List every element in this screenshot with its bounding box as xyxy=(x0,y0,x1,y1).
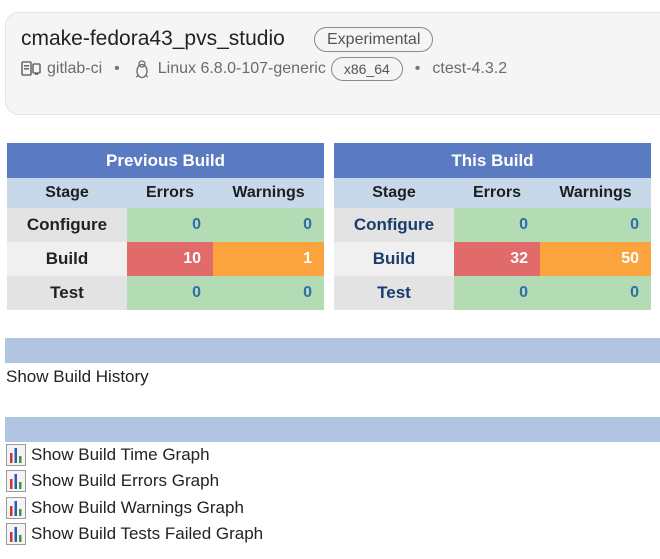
table-row: Build 32 50 xyxy=(334,242,651,276)
col-errors: Errors xyxy=(127,178,213,208)
os-name: Linux 6.8.0-107-generic xyxy=(157,60,326,77)
bar-chart-icon xyxy=(6,444,26,466)
stage-build: Build xyxy=(7,242,127,276)
history-section-bar xyxy=(5,338,660,363)
build-name: cmake-fedora43_pvs_studio xyxy=(21,27,285,50)
configure-warnings[interactable]: 0 xyxy=(540,208,651,242)
build-warnings[interactable]: 50 xyxy=(540,242,651,276)
build-warnings[interactable]: 1 xyxy=(213,242,324,276)
group-badge: Experimental xyxy=(314,27,434,52)
show-build-history-link[interactable]: Show Build History xyxy=(6,367,149,386)
col-stage: Stage xyxy=(334,178,454,208)
stage-build-link[interactable]: Build xyxy=(334,242,454,276)
configure-errors[interactable]: 0 xyxy=(454,208,540,242)
table-row: Configure 0 0 xyxy=(7,208,324,242)
build-time-graph-link[interactable]: Show Build Time Graph xyxy=(6,443,210,467)
col-stage: Stage xyxy=(7,178,127,208)
test-errors[interactable]: 0 xyxy=(127,276,213,310)
graph-label: Show Build Errors Graph xyxy=(31,471,220,490)
bar-chart-icon xyxy=(6,497,26,519)
linux-penguin-icon xyxy=(132,59,152,79)
separator-dot: • xyxy=(414,60,421,77)
build-meta-row: gitlab-ci • Linux 6.8.0-107-generic x86_… xyxy=(21,56,507,82)
graph-label: Show Build Tests Failed Graph xyxy=(31,524,264,543)
previous-build-title: Previous Build xyxy=(7,143,324,178)
build-errors-graph-link[interactable]: Show Build Errors Graph xyxy=(6,469,219,493)
build-warnings-graph-link[interactable]: Show Build Warnings Graph xyxy=(6,496,244,520)
build-errors[interactable]: 32 xyxy=(454,242,540,276)
bar-chart-icon xyxy=(6,470,26,492)
stage-configure-link[interactable]: Configure xyxy=(334,208,454,242)
configure-errors[interactable]: 0 xyxy=(127,208,213,242)
stage-configure: Configure xyxy=(7,208,127,242)
col-warnings: Warnings xyxy=(213,178,324,208)
test-warnings[interactable]: 0 xyxy=(540,276,651,310)
bar-chart-icon xyxy=(6,523,26,545)
test-errors[interactable]: 0 xyxy=(454,276,540,310)
previous-build-table: Previous Build Stage Errors Warnings Con… xyxy=(7,143,324,310)
table-row: Test 0 0 xyxy=(334,276,651,310)
graph-label: Show Build Time Graph xyxy=(31,445,210,464)
site-name[interactable]: gitlab-ci xyxy=(47,60,103,77)
col-errors: Errors xyxy=(454,178,540,208)
graphs-section-bar xyxy=(5,417,660,442)
ctest-version: ctest-4.3.2 xyxy=(432,60,508,77)
this-build-table: This Build Stage Errors Warnings Configu… xyxy=(334,143,651,310)
arch-badge: x86_64 xyxy=(330,57,403,81)
server-icon xyxy=(21,59,41,79)
build-errors[interactable]: 10 xyxy=(127,242,213,276)
build-tests-failed-graph-link[interactable]: Show Build Tests Failed Graph xyxy=(6,522,263,546)
this-build-title: This Build xyxy=(334,143,651,178)
test-warnings[interactable]: 0 xyxy=(213,276,324,310)
graph-label: Show Build Warnings Graph xyxy=(31,498,244,517)
table-row: Test 0 0 xyxy=(7,276,324,310)
configure-warnings[interactable]: 0 xyxy=(213,208,324,242)
table-row: Build 10 1 xyxy=(7,242,324,276)
table-row: Configure 0 0 xyxy=(334,208,651,242)
separator-dot: • xyxy=(114,60,120,77)
stage-test-link[interactable]: Test xyxy=(334,276,454,310)
stage-test: Test xyxy=(7,276,127,310)
col-warnings: Warnings xyxy=(540,178,651,208)
